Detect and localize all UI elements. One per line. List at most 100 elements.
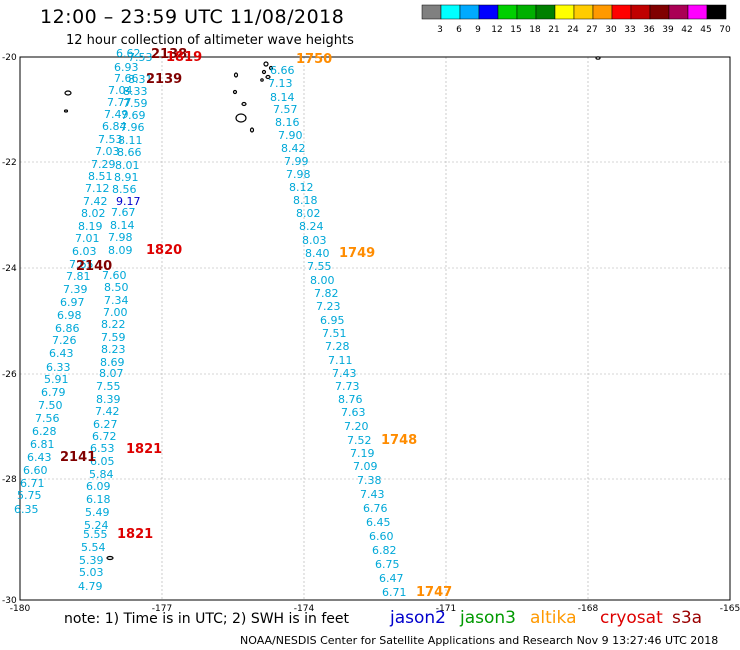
wave-height-value: 6.72 <box>92 430 117 443</box>
wave-height-value: 8.66 <box>117 146 142 159</box>
wave-height-value: 6.43 <box>27 451 52 464</box>
wave-height-value: 8.14 <box>110 219 135 232</box>
wave-height-value: 6.97 <box>60 296 85 309</box>
wave-height-value: 6.47 <box>379 572 404 585</box>
satellite-jason2: jason2 <box>390 608 446 628</box>
wave-height-value: 7.04 <box>108 84 133 97</box>
wave-height-value: 8.23 <box>101 343 126 356</box>
wave-height-value: 8.14 <box>270 91 295 104</box>
wave-height-value: 6.86 <box>55 322 80 335</box>
lon-tick-label: -171 <box>436 604 456 614</box>
wave-height-value: 6.76 <box>363 502 388 515</box>
wave-height-value: 6.03 <box>72 245 97 258</box>
footer-credit: NOAA/NESDIS Center for Satellite Applica… <box>240 634 719 647</box>
pass-time-label: 1821 <box>126 442 162 457</box>
wave-height-value: 7.55 <box>96 380 121 393</box>
scale-label-70: 70 <box>719 25 731 35</box>
pass-time-label: 2139 <box>146 72 182 87</box>
lon-tick-label: -165 <box>720 604 740 614</box>
wave-height-value: 6.60 <box>23 464 48 477</box>
wave-height-value: 5.24 <box>84 519 109 532</box>
pass-time-label: 1747 <box>416 585 452 600</box>
wave-height-value: 8.02 <box>81 207 106 220</box>
pass-time-label: 2140 <box>76 259 112 274</box>
wave-height-value: 5.54 <box>81 541 106 554</box>
wave-height-value: 7.59 <box>123 97 148 110</box>
island-outline <box>63 109 69 113</box>
wave-height-value: 8.40 <box>305 247 330 260</box>
wave-height-value: 6.33 <box>46 361 71 374</box>
wave-height-value: 8.12 <box>289 181 314 194</box>
wave-height-value: 5.03 <box>79 566 104 579</box>
scale-label-33: 33 <box>624 25 635 35</box>
map-frame <box>19 56 731 601</box>
wave-height-value: 7.28 <box>325 340 350 353</box>
island-outline <box>64 90 72 96</box>
wave-height-value: 7.42 <box>95 405 120 418</box>
footer-note: note: 1) Time is in UTC; 2) SWH is in fe… <box>64 611 350 627</box>
wave-height-value: 8.24 <box>299 220 324 233</box>
lon-tick-label: -177 <box>152 604 172 614</box>
island-outline <box>106 555 114 561</box>
wave-height-value: 6.79 <box>41 386 66 399</box>
wave-height-value: 6.75 <box>375 558 400 571</box>
wave-height-value: 7.11 <box>328 354 353 367</box>
wave-height-value: 8.51 <box>88 170 113 183</box>
wave-height-value: 7.82 <box>314 287 339 300</box>
wave-height-value: 6.27 <box>93 418 118 431</box>
pass-time-label: 2138 <box>151 47 187 62</box>
island-outline <box>263 61 269 67</box>
wave-height-value: 8.33 <box>123 85 148 98</box>
scale-swatch-15 <box>706 4 727 20</box>
wave-height-value: 7.12 <box>85 182 110 195</box>
wave-height-value: 8.01 <box>115 159 140 172</box>
wave-height-value: 7.29 <box>91 158 116 171</box>
wave-height-value: 6.62 <box>116 47 141 60</box>
lat-tick-label: -20 <box>2 53 17 63</box>
wave-height-value: 8.56 <box>112 183 137 196</box>
pass-time-label: 1749 <box>339 246 375 261</box>
island-outline <box>595 56 601 60</box>
lon-tick-label: -180 <box>10 604 31 614</box>
wave-height-value: 7.65 <box>69 258 94 271</box>
pass-time-label: 1748 <box>381 433 417 448</box>
wave-height-value: 8.31 <box>128 73 153 86</box>
island-outline <box>265 74 271 80</box>
wave-height-value: 8.50 <box>104 281 129 294</box>
scale-label-21: 21 <box>548 25 559 35</box>
island-outline <box>260 78 264 82</box>
wave-height-value: 7.51 <box>322 327 347 340</box>
wave-height-value: 7.26 <box>52 334 77 347</box>
map-title: 12:00 – 23:59 UTC 11/08/2018 <box>40 6 345 28</box>
wave-height-value: 8.22 <box>101 318 126 331</box>
wave-height-value: 6.53 <box>90 442 115 455</box>
lat-tick-label: -30 <box>2 596 17 606</box>
wave-height-value: 7.20 <box>344 420 369 433</box>
scale-label-39: 39 <box>662 25 674 35</box>
satellite-jason3: jason3 <box>460 608 516 628</box>
wave-height-value: 8.91 <box>114 171 139 184</box>
wave-height-value: 6.45 <box>366 516 391 529</box>
wave-height-value: 6.43 <box>49 347 74 360</box>
satellite-cryosat: cryosat <box>600 608 663 628</box>
wave-height-value: 7.59 <box>101 331 126 344</box>
pass-time-label: 2141 <box>60 450 96 465</box>
lat-tick-label: -22 <box>2 158 17 168</box>
wave-height-value: 6.09 <box>86 480 111 493</box>
wave-height-value: 7.73 <box>335 380 360 393</box>
scale-label-18: 18 <box>529 25 541 35</box>
wave-height-value: 8.09 <box>108 244 133 257</box>
scale-label-15: 15 <box>510 25 521 35</box>
wave-height-value: 7.96 <box>120 121 145 134</box>
island-outline <box>233 72 239 78</box>
wave-height-value: 7.57 <box>273 103 298 116</box>
wave-height-value: 6.98 <box>57 309 82 322</box>
wave-height-value: 6.18 <box>86 493 111 506</box>
wave-height-value: 7.49 <box>104 108 129 121</box>
scale-label-6: 6 <box>456 25 462 35</box>
wave-height-value: 7.50 <box>38 399 63 412</box>
wave-height-value: 7.38 <box>357 474 382 487</box>
island-outline <box>241 101 247 107</box>
